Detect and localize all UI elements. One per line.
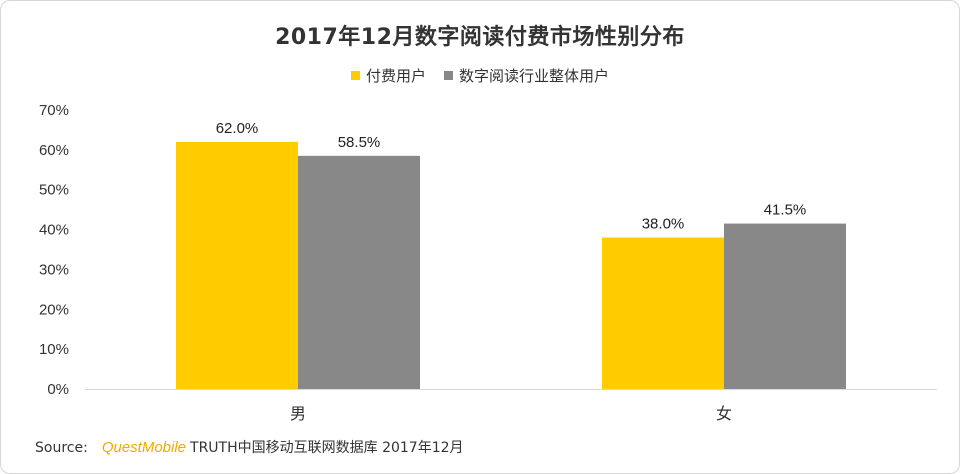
legend-item-all-users: 数字阅读行业整体用户 (444, 65, 609, 86)
legend-label-all-users: 数字阅读行业整体用户 (459, 67, 610, 85)
y-tick-label: 70% (39, 102, 69, 119)
legend-swatch-all-users (444, 71, 453, 80)
y-tick-label: 60% (39, 142, 69, 159)
legend-label-paid-users: 付费用户 (365, 67, 426, 85)
legend-swatch-paid-users (350, 71, 360, 80)
legend-item-paid-users: 付费用户 (350, 65, 426, 86)
source-text: TRUTH中国移动互联网数据库 2017年12月 (190, 440, 464, 456)
y-tick-label: 50% (39, 182, 69, 199)
chart-title: 2017年12月数字阅读付费市场性别分布 (275, 25, 685, 50)
chart-legend: 付费用户 数字阅读行业整体用户 (1, 65, 959, 86)
bar-all-users-0 (298, 155, 420, 389)
data-label: 41.5% (764, 202, 807, 219)
bar-paid-users-0 (176, 141, 298, 389)
source-line: Source: QuestMobile TRUTH中国移动互联网数据库 2017年1… (35, 437, 464, 457)
bar-all-users-1 (724, 223, 846, 389)
y-tick-label: 10% (39, 341, 69, 358)
y-tick-label: 30% (39, 261, 69, 278)
y-tick-label: 0% (47, 381, 69, 398)
y-tick-label: 20% (39, 301, 69, 318)
data-label: 38.0% (642, 216, 685, 233)
source-brand-logo: QuestMobile (101, 439, 187, 456)
x-category-label: 女 (716, 404, 732, 423)
data-label: 62.0% (216, 120, 259, 137)
source-prefix: Source: (35, 440, 88, 456)
y-tick-label: 40% (39, 222, 69, 239)
x-category-label: 男 (290, 404, 306, 423)
data-label: 58.5% (338, 134, 381, 151)
bar-paid-users-1 (602, 237, 724, 389)
